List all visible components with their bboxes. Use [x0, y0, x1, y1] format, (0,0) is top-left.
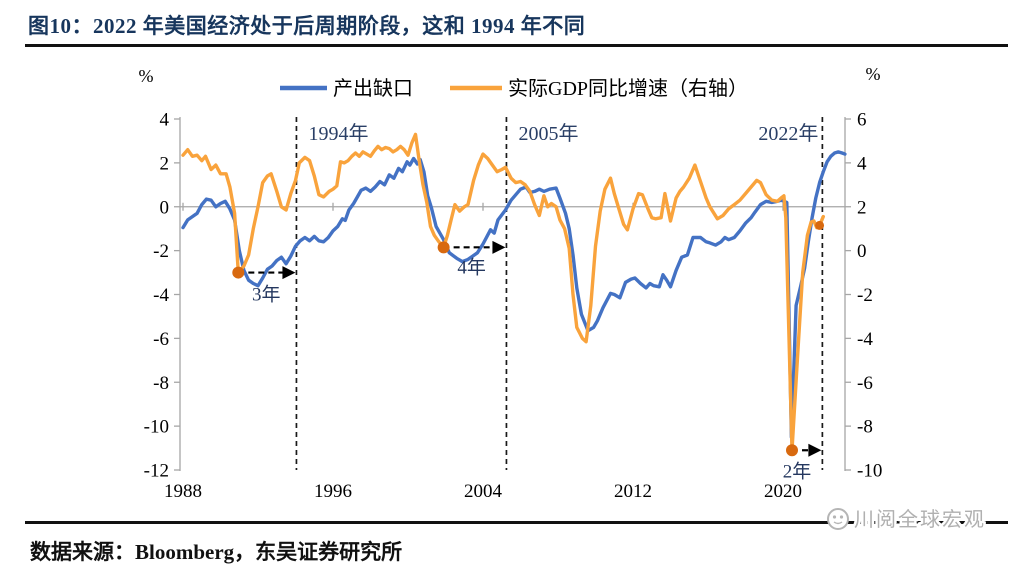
- watermark-logo-smile-icon: [833, 521, 843, 525]
- y-axis-right-tick-label: -8: [857, 417, 873, 438]
- data-series: [181, 132, 847, 452]
- y-axis-right-tick-label: -10: [857, 461, 882, 482]
- title-divider-rule: [25, 44, 1008, 47]
- watermark-logo-eye-icon: [839, 515, 844, 519]
- watermark-logo-eye-icon: [832, 515, 837, 519]
- cycle-vline-label: 1994年: [308, 122, 368, 145]
- cycle-vlines: 1994年 2005年 2022年: [295, 117, 824, 470]
- y-axis-left-tick-label: -6: [153, 329, 169, 350]
- y-axis-left-tick-label: -4: [153, 285, 169, 306]
- cycle-duration-label: 3年: [252, 284, 281, 306]
- arrowhead-icon: [282, 266, 296, 280]
- y-axis-right-tick-label: 0: [857, 241, 867, 262]
- x-axis-tick-label: 1988: [164, 481, 202, 502]
- y-axis-left-unit-label: %: [139, 66, 154, 86]
- y-axis-left-tick-label: -2: [153, 241, 169, 262]
- y-axis-left-tick-label: 2: [160, 153, 170, 174]
- trough-marker-dot: [786, 444, 798, 457]
- y-axis-right-tick-label: -6: [857, 373, 873, 394]
- x-axis-tick-label: 1996: [314, 481, 352, 502]
- y-axis-left-tick-label: -12: [144, 461, 169, 482]
- bottom-rule-group: [25, 521, 1008, 524]
- trough-marker-dot: [437, 241, 450, 254]
- gdp-growth-line: [181, 132, 825, 452]
- y-axis-left-tick-label: -8: [153, 373, 169, 394]
- y-axis-left-tick-label: 4: [160, 110, 170, 131]
- axes: 4 2 0 -2 -4 -6 -8 -10 -12 6 4 2 0 -2 -4 -6 -8 -10 1988 1996…: [139, 64, 883, 502]
- y-axis-right-tick-label: 2: [857, 197, 867, 218]
- y-axis-left-tick-label: -10: [144, 417, 169, 438]
- y-axis-left-tick-label: 0: [160, 197, 170, 218]
- annotations: 3年 4年 2年: [232, 220, 825, 482]
- y-axis-right-tick-label: 4: [857, 153, 867, 174]
- cycle-duration-label: 2年: [783, 460, 812, 482]
- y-axis-right-tick-label: -4: [857, 329, 873, 350]
- watermark-logo-icon: [827, 508, 849, 530]
- legend-label: 产出缺口: [333, 77, 413, 100]
- y-axis-right-tick-label: -2: [857, 285, 873, 306]
- footer-divider-rule: [25, 521, 1008, 524]
- watermark: 川阅全球宏观: [827, 506, 987, 534]
- arrowhead-icon: [492, 240, 506, 254]
- figure-title: 图10：2022 年美国经济处于后周期阶段，这和 1994 年不同: [28, 14, 586, 38]
- arrowhead-icon: [808, 443, 822, 457]
- x-axis-tick-label: 2012: [614, 481, 652, 502]
- x-axis-tick-label: 2004: [464, 481, 503, 502]
- trough-marker-dot: [815, 220, 825, 230]
- legend-label: 实际GDP同比增速（右轴）: [508, 77, 748, 100]
- cycle-vline-label: 2005年: [518, 122, 578, 145]
- x-axis-tick-label: 2020: [764, 481, 802, 502]
- cycle-vline-label: 2022年: [758, 122, 818, 145]
- data-source-note: 数据来源：Bloomberg，东吴证券研究所: [30, 540, 403, 564]
- output-gap-line: [181, 150, 847, 439]
- y-axis-right-tick-label: 6: [857, 110, 867, 131]
- trough-marker-dot: [232, 266, 245, 279]
- y-axis-right-unit-label: %: [866, 64, 881, 84]
- legend: 产出缺口 实际GDP同比增速（右轴）: [280, 77, 748, 100]
- top-rule-group: [25, 44, 1008, 47]
- watermark-text: 川阅全球宏观: [854, 508, 986, 531]
- cycle-duration-label: 4年: [457, 256, 486, 278]
